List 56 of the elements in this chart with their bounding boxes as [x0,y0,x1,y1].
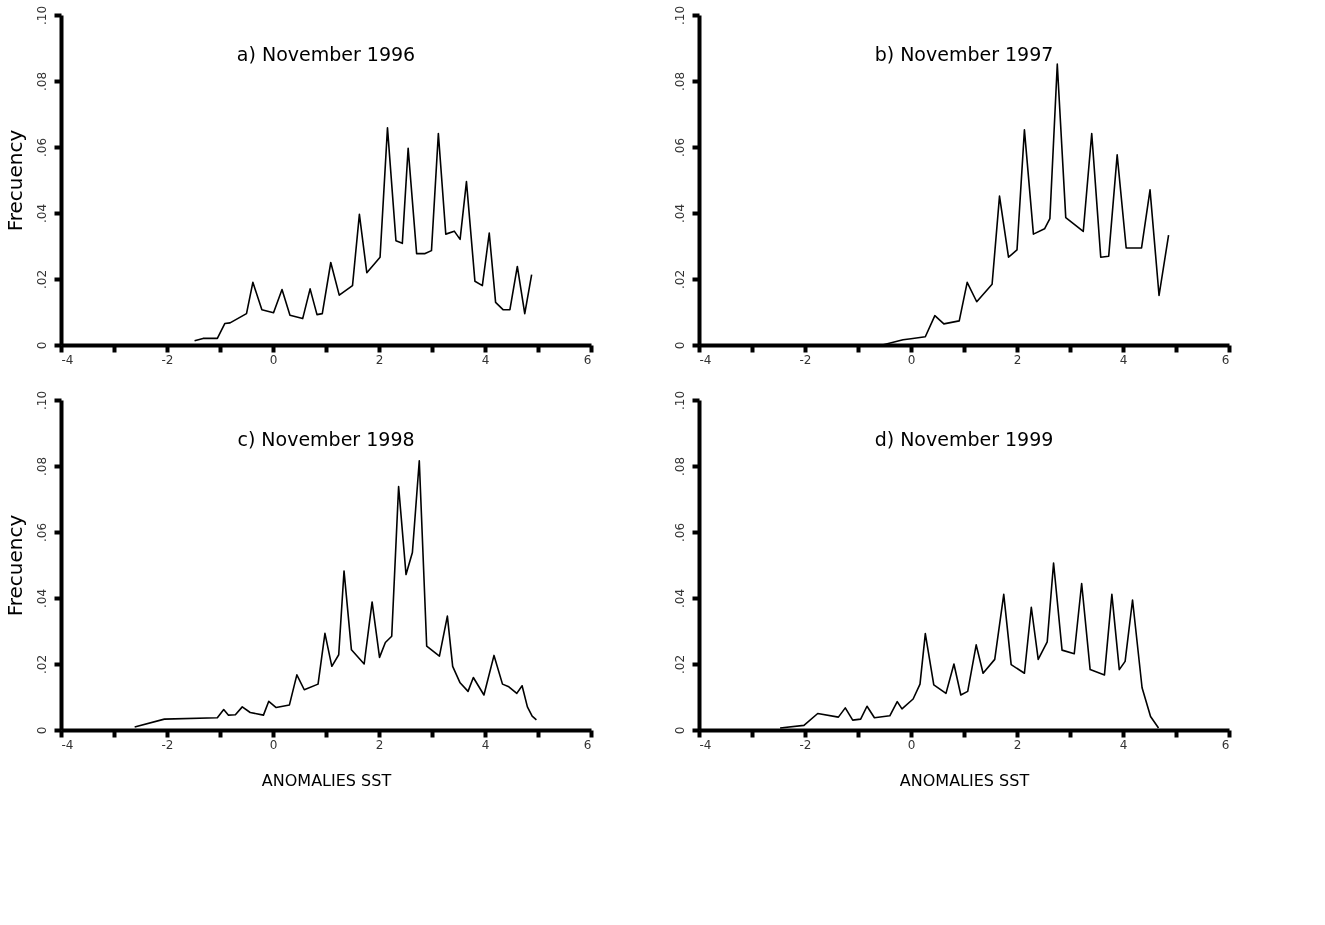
text: a) November 1996 [236,43,416,66]
x-tick-label: 2 [1013,737,1022,752]
y-tick-label: .06 [34,522,49,543]
x-tick-label: 0 [907,737,916,752]
y-tick-label: .04 [672,588,687,609]
x-tick-label: 0 [907,352,916,367]
x-tick-label: -2 [799,737,812,752]
x-tick-label: 2 [375,352,384,367]
y-tick-label: 0 [672,341,687,350]
text: c) November 1998 [237,428,415,451]
y-tick-label: .10 [672,5,687,26]
y-tick-label: .04 [34,588,49,609]
y-tick-label: .06 [672,522,687,543]
x-tick-label: 0 [269,737,278,752]
y-tick-label: .06 [34,137,49,158]
y-tick-label: 0 [34,726,49,735]
y-tick-label: .02 [672,269,687,290]
y-tick-label: .04 [672,203,687,224]
y-tick-label: .02 [34,654,49,675]
text: b) November 1997 [874,43,1054,66]
y-tick-label: .06 [672,137,687,158]
x-tick-label: -2 [161,352,174,367]
y-tick-label: .02 [34,269,49,290]
x-tick-label: -2 [161,737,174,752]
x-tick-label: -2 [799,352,812,367]
x-tick-label: 4 [1119,352,1128,367]
y-tick-label: .02 [672,654,687,675]
text: d) November 1999 [874,428,1054,451]
y-axis-title: Frecuency [2,129,27,232]
y-tick-label: .08 [672,71,687,92]
y-tick-label: 0 [672,726,687,735]
y-tick-label: .10 [34,5,49,26]
x-tick-label: 2 [1013,352,1022,367]
x-tick-label: -4 [61,737,74,752]
x-tick-label: 6 [1221,737,1230,752]
x-axis-title: ANOMALIES SST [261,770,392,790]
x-tick-label: 6 [583,352,592,367]
x-tick-label: 2 [375,737,384,752]
y-tick-label: 0 [34,341,49,350]
x-tick-label: 4 [1119,737,1128,752]
x-tick-label: -4 [61,352,74,367]
x-tick-label: 6 [1221,352,1230,367]
y-axis-title: Frecuency [2,514,27,617]
x-tick-label: 6 [583,737,592,752]
y-tick-label: .08 [34,456,49,477]
y-tick-label: .10 [672,390,687,411]
x-axis-title: ANOMALIES SST [899,770,1030,790]
y-tick-label: .08 [672,456,687,477]
x-tick-label: -4 [699,352,712,367]
x-tick-label: -4 [699,737,712,752]
y-tick-label: .10 [34,390,49,411]
y-tick-label: .08 [34,71,49,92]
x-tick-label: 0 [269,352,278,367]
x-tick-label: 4 [481,737,490,752]
y-tick-label: .04 [34,203,49,224]
x-tick-label: 4 [481,352,490,367]
